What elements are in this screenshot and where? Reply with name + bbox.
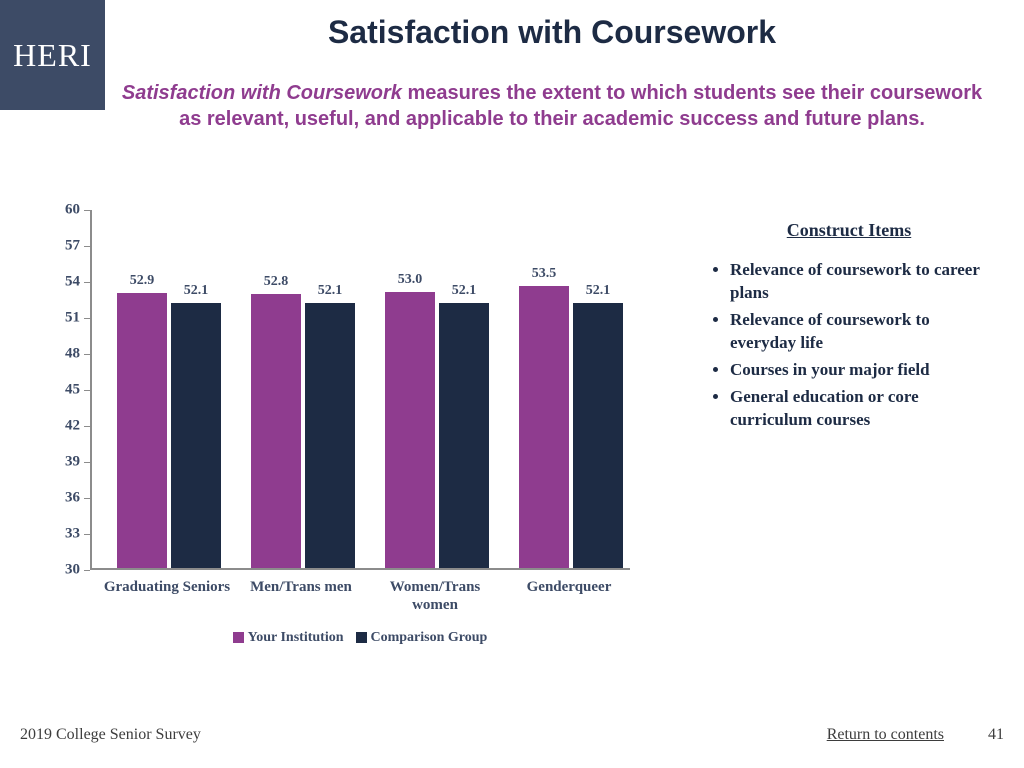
y-tick-mark xyxy=(84,534,90,535)
y-tick-label: 51 xyxy=(40,310,90,327)
bar-chart: 52.952.152.852.153.052.153.552.1 Your In… xyxy=(40,210,650,650)
bar: 52.1 xyxy=(573,303,623,568)
bar: 52.1 xyxy=(439,303,489,568)
y-tick-mark xyxy=(84,390,90,391)
legend-label: Your Institution xyxy=(248,630,344,645)
footer: 2019 College Senior Survey Return to con… xyxy=(20,726,1004,750)
bar-value-label: 52.1 xyxy=(318,283,343,299)
plot-area: 52.952.152.852.153.052.153.552.1 xyxy=(90,210,630,570)
y-tick-mark xyxy=(84,498,90,499)
x-category-label: Graduating Seniors xyxy=(102,578,232,596)
y-tick-mark xyxy=(84,210,90,211)
y-tick-label: 60 xyxy=(40,202,90,219)
y-tick-label: 54 xyxy=(40,274,90,291)
bar-value-label: 53.0 xyxy=(398,272,423,288)
construct-item: General education or core curriculum cou… xyxy=(730,386,994,432)
y-tick-mark xyxy=(84,282,90,283)
construct-items-panel: Construct Items Relevance of coursework … xyxy=(704,220,994,436)
bar: 52.9 xyxy=(117,293,167,568)
y-tick-label: 39 xyxy=(40,454,90,471)
y-tick-label: 45 xyxy=(40,382,90,399)
heri-logo: HERI xyxy=(0,0,105,110)
x-category-label: Genderqueer xyxy=(504,578,634,596)
page-title: Satisfaction with Coursework xyxy=(120,14,984,51)
bar: 53.0 xyxy=(385,292,435,568)
bar: 52.1 xyxy=(171,303,221,568)
y-tick-label: 48 xyxy=(40,346,90,363)
y-tick-label: 30 xyxy=(40,562,90,579)
construct-item: Relevance of coursework to everyday life xyxy=(730,309,994,355)
page-number: 41 xyxy=(988,726,1004,744)
bar-value-label: 52.1 xyxy=(184,283,209,299)
construct-item: Courses in your major field xyxy=(730,359,994,382)
bar-value-label: 52.8 xyxy=(264,274,289,290)
y-tick-label: 33 xyxy=(40,526,90,543)
construct-items-heading: Construct Items xyxy=(704,220,994,241)
subtitle-italic: Satisfaction with Coursework xyxy=(122,82,402,104)
y-tick-mark xyxy=(84,354,90,355)
x-category-label: Men/Trans men xyxy=(236,578,366,596)
construct-item: Relevance of coursework to career plans xyxy=(730,259,994,305)
y-tick-mark xyxy=(84,318,90,319)
bar-value-label: 53.5 xyxy=(532,266,557,282)
y-tick-label: 42 xyxy=(40,418,90,435)
y-tick-mark xyxy=(84,246,90,247)
legend-swatch xyxy=(356,632,367,643)
bar: 52.1 xyxy=(305,303,355,568)
legend-label: Comparison Group xyxy=(371,630,488,645)
legend-swatch xyxy=(233,632,244,643)
page-subtitle: Satisfaction with Coursework measures th… xyxy=(120,80,984,132)
y-tick-mark xyxy=(84,570,90,571)
legend-item: Your Institution xyxy=(233,630,344,645)
x-category-label: Women/Trans women xyxy=(370,578,500,614)
y-tick-mark xyxy=(84,462,90,463)
y-tick-label: 36 xyxy=(40,490,90,507)
legend-item: Comparison Group xyxy=(356,630,488,645)
footer-survey-name: 2019 College Senior Survey xyxy=(20,726,201,744)
bar: 52.8 xyxy=(251,294,301,568)
bar-value-label: 52.1 xyxy=(586,283,611,299)
bar: 53.5 xyxy=(519,286,569,568)
return-to-contents-link[interactable]: Return to contents xyxy=(827,726,944,744)
construct-items-list: Relevance of coursework to career plansR… xyxy=(704,259,994,432)
chart-legend: Your Institution Comparison Group xyxy=(90,630,630,646)
bar-value-label: 52.9 xyxy=(130,273,155,289)
bar-value-label: 52.1 xyxy=(452,283,477,299)
y-tick-label: 57 xyxy=(40,238,90,255)
y-tick-mark xyxy=(84,426,90,427)
